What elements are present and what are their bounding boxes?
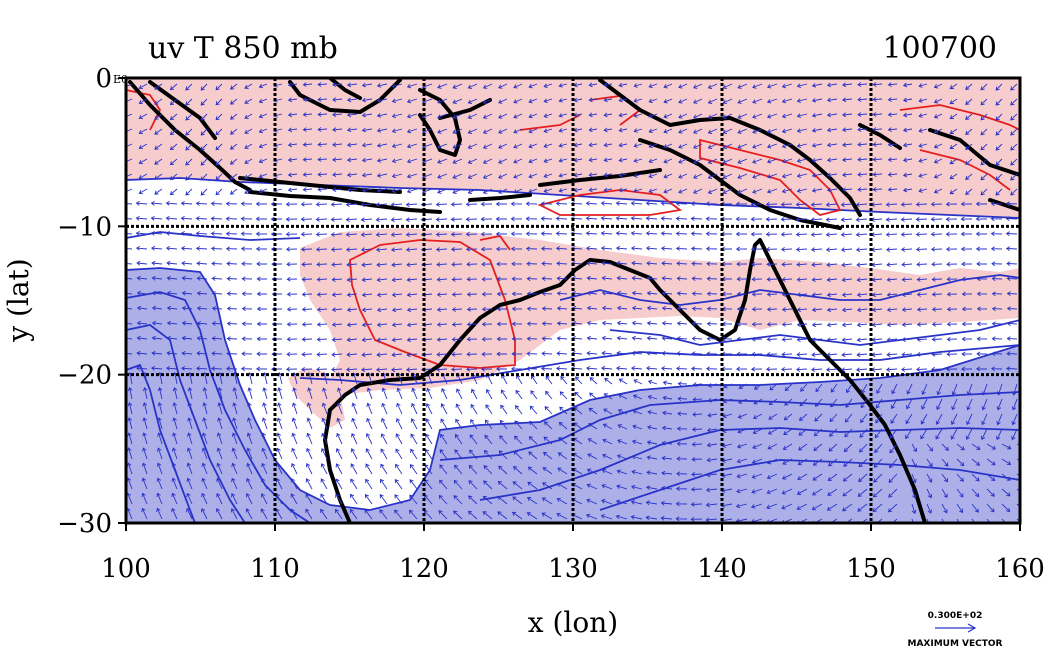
y-tick-label: −10: [57, 212, 112, 242]
y-tick-label: −20: [57, 361, 112, 391]
x-tick-label: 130: [548, 554, 598, 584]
title-left: uv T 850 mb: [148, 31, 338, 66]
x-tick-label: 120: [399, 554, 449, 584]
cold-region-south: [126, 268, 1020, 523]
x-tick-label: 160: [995, 554, 1045, 584]
x-axis-label: x (lon): [528, 606, 618, 639]
coastlines: [128, 78, 1020, 523]
x-tick-label: 150: [846, 554, 896, 584]
reference-vector-value: 0.300E+02: [928, 611, 983, 621]
y-axis: 0 −10 −20 −30: [57, 64, 126, 539]
x-tick-label: 110: [250, 554, 300, 584]
y-tick-label: 0: [95, 64, 112, 94]
corner-tag: E0: [113, 73, 128, 86]
reference-vector-caption: MAXIMUM VECTOR: [907, 639, 1002, 649]
x-tick-label: 140: [697, 554, 747, 584]
y-axis-label: y (lat): [2, 258, 35, 342]
x-tick-label: 100: [101, 554, 151, 584]
title-right: 100700: [882, 31, 997, 66]
warm-region-australia: [300, 228, 1020, 395]
reference-vector-arrow: [935, 623, 977, 633]
grid-lines: [126, 78, 1020, 523]
y-tick-label: −30: [57, 509, 112, 539]
x-axis: 100 110 120 130 140 150 160: [101, 523, 1045, 584]
